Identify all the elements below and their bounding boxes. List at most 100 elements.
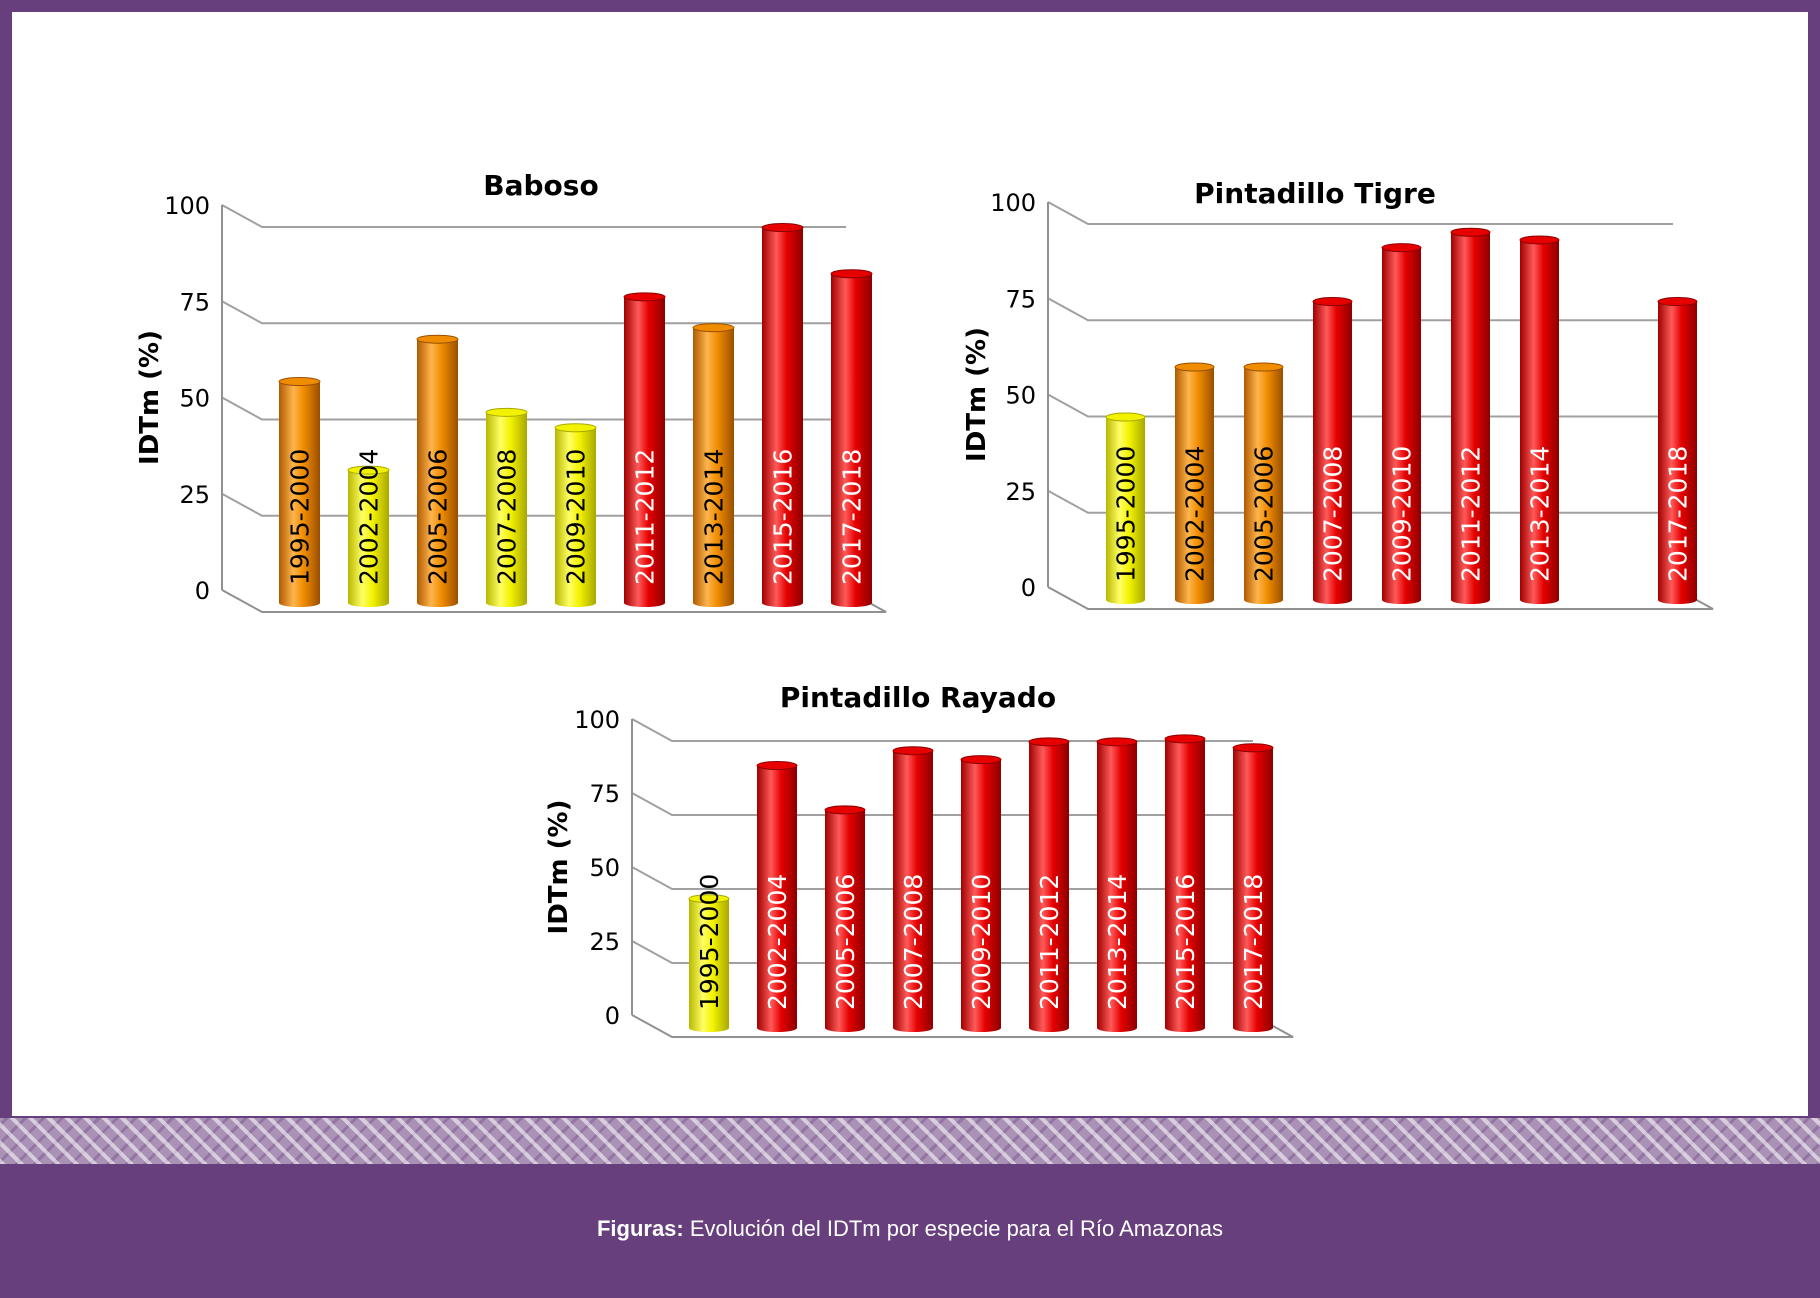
category-label: 2015-2016 [769,449,798,585]
bar [555,427,596,607]
bar [1451,232,1490,604]
chart-floor [1048,587,1713,609]
y-tick-label: 0 [195,577,210,605]
category-label: 2009-2010 [967,874,996,1010]
category-label: 1995-2000 [1112,446,1141,582]
bar-cap [1657,297,1698,307]
category-label: 2007-2008 [899,874,928,1010]
category-label: 2009-2010 [1388,446,1417,582]
bar-cap [830,269,873,279]
y-tick-label: 0 [605,1002,620,1030]
bar-cap [1450,227,1491,237]
y-tick-label: 100 [990,189,1036,217]
category-label: 2013-2014 [700,449,729,585]
gridline [631,718,1253,742]
category-label: 2011-2012 [631,449,660,585]
category-label: 2009-2010 [562,449,591,585]
caption-label: Figuras: [596,1216,684,1241]
gridline [631,866,1253,890]
bar-cap [824,805,866,815]
category-label: 2015-2016 [1171,874,1200,1010]
bar-cap [278,377,321,387]
chart-title: Baboso [483,169,598,202]
y-tick-label: 25 [179,481,210,509]
bar-cap [416,334,459,344]
bar [689,898,729,1032]
category-label: 2013-2014 [1526,446,1555,582]
bar-cap [554,423,597,433]
y-tick-label: 75 [589,780,620,808]
bar [831,273,872,607]
chart-2: 0 25 50 75 100 1995-2000 2002-2004 2005-2006 200… [544,681,1294,1038]
gridline [221,300,846,325]
chart-title: Pintadillo Tigre [1194,177,1436,210]
bar [348,470,389,607]
bar-cap [485,407,528,417]
category-label: 2002-2004 [355,449,384,585]
bar-cap [1028,737,1070,747]
bar-cap [1164,734,1206,744]
y-tick-label: 50 [1005,382,1036,410]
y-tick-label: 50 [179,385,210,413]
category-label: 2005-2006 [424,449,453,585]
bar [1175,367,1214,604]
bar [1106,417,1145,604]
bar-cap [1105,412,1146,422]
y-tick-label: 0 [1021,574,1036,602]
bar [762,227,803,608]
category-label: 2017-2018 [838,449,867,585]
bar [1658,301,1697,604]
caption-text: Evolución del IDTm por especie para el R… [689,1216,1224,1241]
bar [693,327,734,607]
gridline [221,204,846,228]
bar [1097,741,1137,1032]
bar-cap [960,755,1002,765]
bar [1029,741,1069,1032]
bar-cap [1232,743,1274,753]
decorative-pattern-band [0,1118,1820,1164]
chart-0: 0 25 50 75 100 1995-2000 2002-2004 2005-2006 200… [135,169,887,613]
bar [1382,247,1421,604]
bar [485,412,527,607]
bar-cap [756,761,798,771]
bar-cap [623,292,666,302]
y-tick-label: 25 [1005,478,1036,506]
y-tick-label: 75 [179,288,210,316]
figure-caption: Figuras: Evolución del IDTm por especie … [0,1216,1820,1242]
category-label: 1995-2000 [695,874,724,1010]
category-label: 2017-2018 [1239,874,1268,1010]
gridline [1047,393,1673,418]
y-axis-label: IDTm (%) [135,330,165,465]
category-label: 2011-2012 [1035,874,1064,1010]
bar [1233,747,1273,1032]
bar [1165,738,1205,1032]
bar-cap [761,223,804,233]
bar-cap [1312,297,1353,307]
bar [1520,239,1559,604]
bar-cap [688,894,730,904]
bar-cap [1174,362,1215,372]
bar-cap [1381,243,1422,253]
bar [624,296,665,607]
gridline [1047,297,1673,322]
bar-cap [1096,737,1138,747]
bar-cap [892,746,934,756]
category-label: 2007-2008 [1319,446,1348,582]
bar-cap [1519,235,1560,245]
bar [961,759,1001,1032]
category-label: 2002-2004 [1181,446,1210,582]
y-axis-label: IDTm (%) [962,327,992,462]
y-axis-label: IDTm (%) [544,800,574,935]
y-tick-label: 75 [1005,285,1036,313]
gridline [1047,201,1673,225]
bar [279,381,320,607]
y-tick-label: 100 [164,192,210,220]
category-label: 2013-2014 [1103,874,1132,1010]
bar [757,765,797,1032]
chart-title: Pintadillo Rayado [780,681,1056,714]
bar-cap [692,323,735,333]
category-label: 2002-2004 [763,874,792,1010]
bar [1313,301,1352,604]
y-tick-label: 100 [574,706,620,734]
